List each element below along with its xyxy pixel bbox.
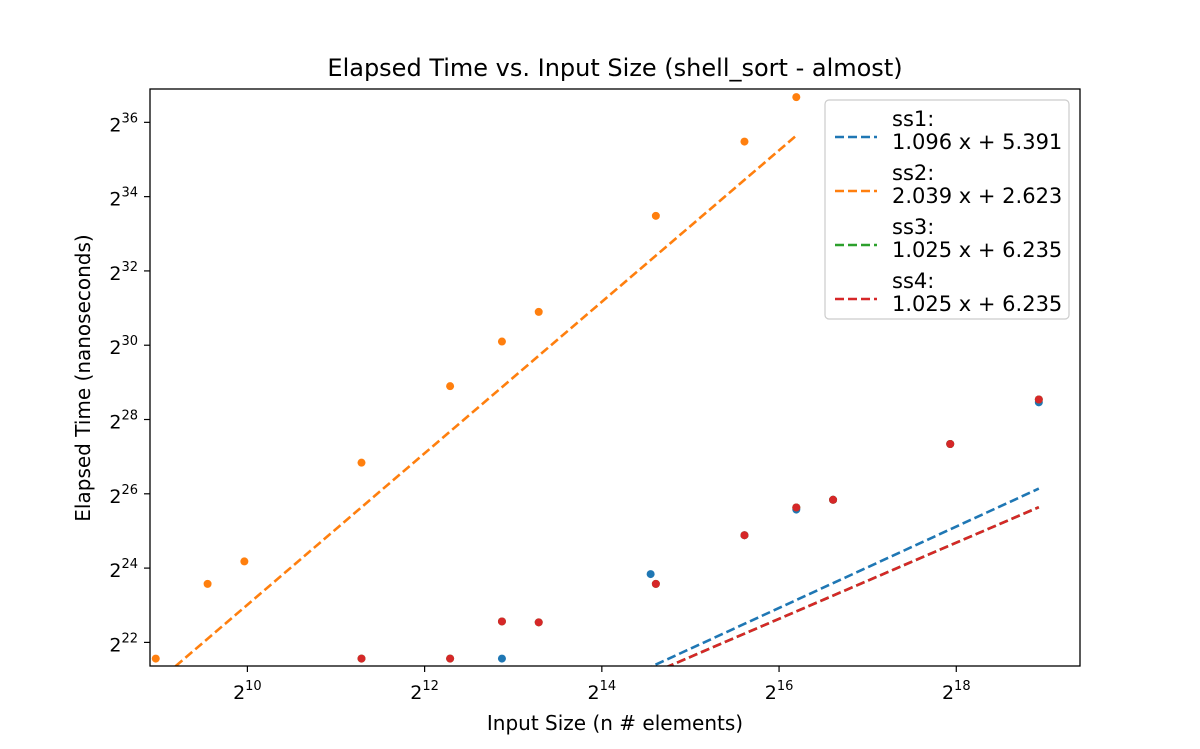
legend-entry-name: ss3: xyxy=(892,215,934,239)
legend: ss1:1.096 x + 5.391 ss2:2.039 x + 2.623 ss… xyxy=(824,99,1070,320)
y-tick-label: 226 xyxy=(109,483,138,508)
data-point-ss1 xyxy=(646,570,655,579)
fit-line-ss2 xyxy=(173,134,798,666)
y-tick-label: 222 xyxy=(109,631,138,656)
legend-entry-fit: 1.096 x + 5.391 xyxy=(892,130,1062,154)
data-points xyxy=(151,93,1043,663)
data-point-ss2 xyxy=(446,382,455,391)
data-point-ss2 xyxy=(357,458,366,467)
data-point-ss4 xyxy=(534,618,543,627)
chart-title: Elapsed Time vs. Input Size (shell_sort … xyxy=(327,54,902,82)
x-tick-label: 214 xyxy=(588,679,617,704)
data-point-ss2 xyxy=(151,654,160,663)
legend-entry-name: ss4: xyxy=(892,269,934,293)
y-axis-label: Elapsed Time (nanoseconds) xyxy=(71,234,95,521)
data-point-ss4 xyxy=(1034,395,1043,404)
legend-entry-fit: 1.025 x + 6.235 xyxy=(892,238,1062,262)
y-tick-label: 236 xyxy=(109,111,138,136)
legend-box xyxy=(824,99,1070,320)
data-point-ss1 xyxy=(497,654,506,663)
data-point-ss2 xyxy=(240,557,249,566)
y-tick-label: 232 xyxy=(109,260,138,285)
data-point-ss4 xyxy=(740,531,749,540)
y-tick-label: 230 xyxy=(109,334,138,359)
data-point-ss2 xyxy=(497,337,506,346)
data-point-ss4 xyxy=(497,617,506,626)
x-tick-label: 210 xyxy=(233,679,262,704)
x-tick-label: 218 xyxy=(942,679,971,704)
data-point-ss4 xyxy=(946,439,955,448)
data-point-ss2 xyxy=(792,93,801,102)
fit-lines xyxy=(173,134,1040,666)
data-point-ss2 xyxy=(203,579,212,588)
data-point-ss4 xyxy=(357,654,366,663)
plot-area-frame xyxy=(149,88,1081,667)
y-tick-label: 228 xyxy=(109,409,138,434)
legend-entry-fit: 1.025 x + 6.235 xyxy=(892,292,1062,316)
x-tick-label: 216 xyxy=(765,679,794,704)
y-tick-label: 234 xyxy=(109,186,138,211)
x-tick-label: 212 xyxy=(410,679,439,704)
legend-entry-name: ss2: xyxy=(892,161,934,185)
data-point-ss2 xyxy=(651,211,660,220)
data-point-ss4 xyxy=(446,654,455,663)
legend-entry-fit: 2.039 x + 2.623 xyxy=(892,184,1062,208)
x-axis-label: Input Size (n # elements) xyxy=(487,711,743,735)
x-axis: 210 212 214 216 218 xyxy=(233,666,971,704)
data-point-ss2 xyxy=(534,307,543,316)
y-axis: 222 224 226 228 230 232 234 236 xyxy=(109,111,150,656)
y-tick-label: 224 xyxy=(109,557,138,582)
data-point-ss4 xyxy=(829,495,838,504)
legend-entry-name: ss1: xyxy=(892,107,934,131)
fit-line-ss4 xyxy=(665,505,1040,666)
data-point-ss4 xyxy=(651,579,660,588)
data-point-ss4 xyxy=(792,503,801,512)
data-point-ss2 xyxy=(740,137,749,146)
